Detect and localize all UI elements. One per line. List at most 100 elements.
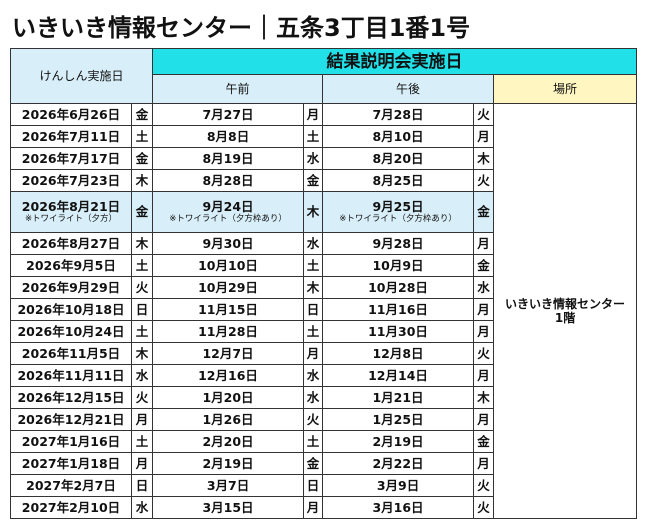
- cell: 木: [130, 232, 154, 255]
- cell-text: 1月20日: [202, 389, 254, 405]
- cell: 水: [130, 496, 154, 519]
- cell-text: 9月28日: [372, 235, 424, 251]
- cell-text: 2月19日: [372, 433, 424, 449]
- cell: 12月14日: [322, 364, 475, 387]
- cell: 木: [303, 276, 324, 299]
- cell: 月: [303, 496, 324, 519]
- cell-text: 2027年1月18日: [21, 455, 121, 471]
- cell: 金: [130, 191, 154, 233]
- cell: 土: [130, 320, 154, 343]
- cell: 10月28日: [322, 276, 475, 299]
- cell-text: 金: [135, 204, 149, 219]
- cell-text: 火: [477, 499, 490, 515]
- cell-text: 2026年12月15日: [17, 389, 125, 405]
- cell: 8月25日: [322, 169, 475, 192]
- cell-text: 火: [477, 106, 490, 122]
- cell-text: 12月7日: [202, 345, 254, 361]
- cell-text: 10月10日: [198, 257, 258, 273]
- cell: 火: [130, 276, 154, 299]
- cell: 8月8日: [152, 125, 305, 148]
- note: ※トワイライト（夕方枠あり）: [339, 214, 457, 224]
- cell: 9月30日: [152, 232, 305, 255]
- header-cell: 午前: [152, 74, 324, 104]
- cell: 10月29日: [152, 276, 305, 299]
- cell-text: 2026年7月17日: [21, 150, 121, 166]
- header-cell: 午後: [322, 74, 495, 104]
- cell-text: 2026年10月24日: [17, 323, 125, 339]
- cell: 12月7日: [152, 342, 305, 365]
- cell-text: 2027年2月10日: [21, 499, 121, 515]
- cell-text: 2027年2月7日: [26, 477, 116, 493]
- cell: 日: [303, 298, 324, 321]
- cell: 12月8日: [322, 342, 475, 365]
- cell-text: 火: [477, 172, 490, 188]
- cell: 金: [303, 169, 324, 192]
- cell: 8月10日: [322, 125, 475, 148]
- cell-text: 月: [477, 301, 490, 317]
- cell-text: 11月30日: [368, 323, 428, 339]
- cell-text: 土: [306, 128, 320, 144]
- cell-text: 12月16日: [198, 367, 258, 383]
- cell-text: 8月19日: [202, 150, 254, 166]
- cell-text: 火: [135, 279, 149, 295]
- cell-text: 7月28日: [372, 106, 424, 122]
- cell: 1月20日: [152, 386, 305, 409]
- cell-text: 水: [135, 499, 149, 515]
- cell-text: 3月7日: [206, 477, 250, 493]
- cell-text: 金: [306, 172, 320, 188]
- cell-text: 日: [306, 301, 320, 317]
- cell: 7月27日: [152, 103, 305, 126]
- cell: 月: [473, 298, 495, 321]
- cell-text: 2026年7月23日: [21, 172, 121, 188]
- cell-text: 月: [135, 455, 149, 471]
- cell-text: 水: [306, 389, 320, 405]
- cell: 土: [130, 430, 154, 453]
- cell-text: 月: [477, 411, 490, 427]
- cell-text: 10月9日: [372, 257, 424, 273]
- cell-text: 2026年6月26日: [21, 106, 121, 122]
- cell: 2月22日: [322, 452, 475, 475]
- cell: 水: [130, 364, 154, 387]
- cell: 12月16日: [152, 364, 305, 387]
- cell: 2026年7月23日: [10, 169, 132, 192]
- cell: 日: [130, 298, 154, 321]
- cell: 11月30日: [322, 320, 475, 343]
- note: ※トワイライト（夕方）: [24, 214, 118, 224]
- cell-text: 1月21日: [372, 389, 424, 405]
- cell: 金: [473, 191, 495, 233]
- cell: 11月28日: [152, 320, 305, 343]
- cell-text: 2026年11月5日: [21, 345, 121, 361]
- cell-text: 1月25日: [372, 411, 424, 427]
- cell: 2027年2月10日: [10, 496, 132, 519]
- cell: 11月15日: [152, 298, 305, 321]
- cell-text: 金: [477, 257, 490, 273]
- cell-text: 9月25日: [372, 199, 424, 214]
- cell: 8月28日: [152, 169, 305, 192]
- cell-text: 木: [477, 150, 490, 166]
- cell-text: 8月8日: [206, 128, 250, 144]
- cell: 1月26日: [152, 408, 305, 431]
- cell-text: 8月28日: [202, 172, 254, 188]
- cell-text: 8月10日: [372, 128, 424, 144]
- cell: 2026年7月11日: [10, 125, 132, 148]
- cell: 月: [473, 452, 495, 475]
- cell-text: 金: [477, 433, 490, 449]
- cell-text: 10月28日: [368, 279, 428, 295]
- cell: 1月21日: [322, 386, 475, 409]
- cell: 土: [130, 125, 154, 148]
- cell: 10月10日: [152, 254, 305, 277]
- cell-text: 金: [135, 106, 149, 122]
- cell-text: 2026年12月21日: [17, 411, 125, 427]
- cell-text: 木: [135, 235, 149, 251]
- cell: 7月28日: [322, 103, 475, 126]
- cell-text: 7月27日: [202, 106, 254, 122]
- cell-text: 木: [135, 345, 149, 361]
- cell: 2月20日: [152, 430, 305, 453]
- cell: 2026年12月21日: [10, 408, 132, 431]
- cell-text: 土: [135, 433, 149, 449]
- cell: 木: [130, 342, 154, 365]
- cell: 火: [303, 408, 324, 431]
- cell-text: 土: [135, 257, 149, 273]
- cell-text: 11月15日: [198, 301, 258, 317]
- cell-text: 水: [477, 279, 490, 295]
